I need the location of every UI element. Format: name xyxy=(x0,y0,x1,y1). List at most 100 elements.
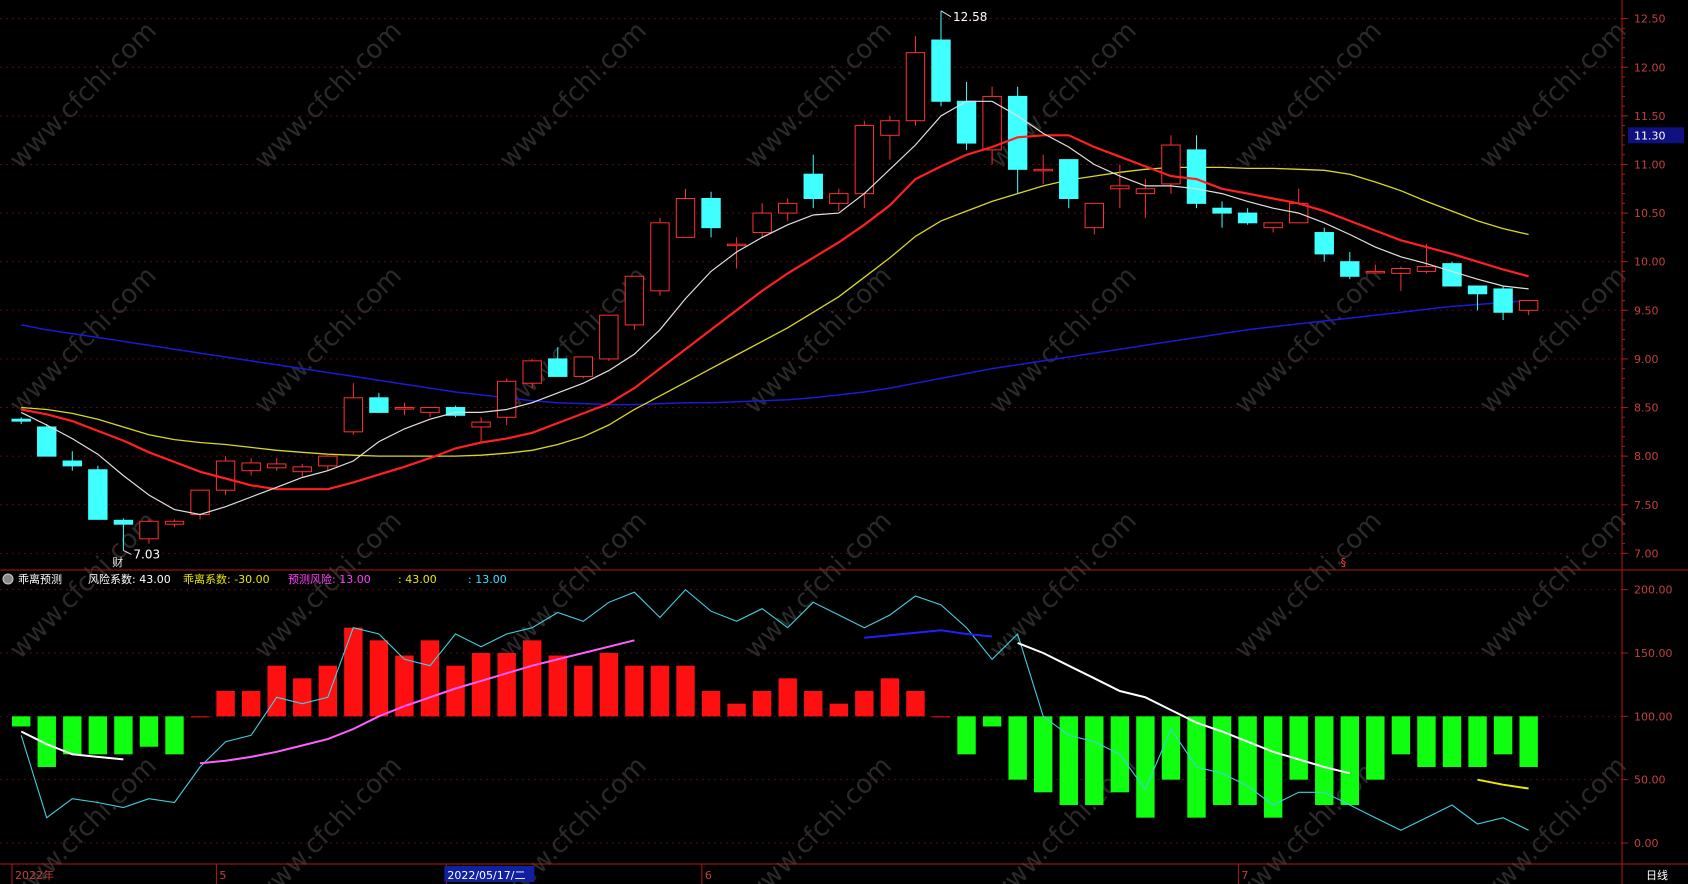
price-panel[interactable]: 12.58 7.03 财 § xyxy=(11,10,1539,569)
indicator-bar-positive[interactable] xyxy=(395,655,414,717)
candle[interactable] xyxy=(778,198,798,221)
candle[interactable] xyxy=(62,451,82,471)
candle[interactable] xyxy=(701,191,721,238)
indicator-bar-negative[interactable] xyxy=(982,716,1002,727)
candle[interactable] xyxy=(624,275,645,330)
indicator-bar-positive[interactable] xyxy=(471,653,491,717)
indicator-bar-positive[interactable] xyxy=(420,640,440,717)
indicator-bar-positive[interactable] xyxy=(625,665,644,717)
indicator-bar-positive[interactable] xyxy=(293,678,312,717)
candle[interactable] xyxy=(573,356,593,379)
indicator-bar-negative[interactable] xyxy=(1442,716,1462,767)
period-label[interactable]: 日线 xyxy=(1646,868,1668,882)
candle[interactable] xyxy=(1212,201,1232,228)
indicator-bar-positive[interactable] xyxy=(829,703,848,717)
indicator-bar-positive[interactable] xyxy=(880,678,900,717)
event-marker[interactable]: § xyxy=(1341,556,1347,569)
indicator-bar-negative[interactable] xyxy=(12,716,31,727)
indicator-bar-negative[interactable] xyxy=(957,716,976,755)
candle[interactable] xyxy=(394,402,415,416)
candle[interactable] xyxy=(113,518,134,551)
candle[interactable] xyxy=(1135,179,1156,218)
candle[interactable] xyxy=(1518,300,1539,316)
candle[interactable] xyxy=(1314,227,1334,262)
indicator-bar-positive[interactable] xyxy=(701,691,721,717)
indicator-bar-negative[interactable] xyxy=(37,716,56,767)
indicator-panel[interactable] xyxy=(12,588,1538,831)
indicator-bar-positive[interactable] xyxy=(804,691,823,717)
candle[interactable] xyxy=(292,463,312,477)
indicator-bar-negative[interactable] xyxy=(1238,716,1257,805)
indicator-bar-negative[interactable] xyxy=(139,716,159,747)
candle[interactable] xyxy=(369,392,389,413)
indicator-bar-positive[interactable] xyxy=(216,691,235,717)
candle[interactable] xyxy=(420,407,440,418)
indicator-bar-negative[interactable] xyxy=(1289,716,1308,780)
candle[interactable] xyxy=(1493,286,1513,321)
indicator-bar-positive[interactable] xyxy=(497,653,516,717)
candle[interactable] xyxy=(471,417,491,442)
indicator-bar-positive[interactable] xyxy=(318,665,337,717)
candle[interactable] xyxy=(318,454,338,471)
indicator-bar-negative[interactable] xyxy=(1008,716,1027,780)
candle[interactable] xyxy=(1391,266,1411,291)
candle[interactable] xyxy=(829,188,849,212)
indicator-bar-negative[interactable] xyxy=(1366,716,1385,780)
candle[interactable] xyxy=(1263,222,1283,233)
candle[interactable] xyxy=(267,458,287,471)
candle[interactable] xyxy=(1059,159,1079,209)
candle[interactable] xyxy=(599,314,619,361)
indicator-bar-negative[interactable] xyxy=(1136,716,1155,818)
candle[interactable] xyxy=(931,10,951,107)
collapse-icon[interactable] xyxy=(2,573,14,585)
candle[interactable] xyxy=(522,358,542,389)
indicator-bar-negative[interactable] xyxy=(1161,716,1181,780)
indicator-bar-positive[interactable] xyxy=(931,716,951,718)
candle[interactable] xyxy=(1033,154,1053,184)
indicator-bar-negative[interactable] xyxy=(1493,716,1513,755)
indicator-bar-positive[interactable] xyxy=(446,665,465,717)
candle[interactable] xyxy=(88,465,108,520)
candle[interactable] xyxy=(215,456,236,496)
candle[interactable] xyxy=(241,458,261,476)
indicator-bar-positive[interactable] xyxy=(727,703,746,717)
indicator-bar-negative[interactable] xyxy=(114,716,133,755)
candle[interactable] xyxy=(650,217,670,296)
indicator-bar-positive[interactable] xyxy=(778,678,797,717)
indicator-bar-positive[interactable] xyxy=(752,691,772,717)
indicator-bar-negative[interactable] xyxy=(1468,716,1487,767)
indicator-bar-negative[interactable] xyxy=(1519,716,1538,767)
indicator-bar-negative[interactable] xyxy=(1263,716,1283,818)
indicator-bar-positive[interactable] xyxy=(241,691,261,717)
indicator-bar-positive[interactable] xyxy=(855,691,874,717)
candle[interactable] xyxy=(752,203,772,238)
candle[interactable] xyxy=(1237,208,1258,225)
candle[interactable] xyxy=(37,424,57,457)
indicator-bar-positive[interactable] xyxy=(344,627,363,717)
candle[interactable] xyxy=(11,417,31,425)
candle[interactable] xyxy=(675,188,696,238)
indicator-bar-negative[interactable] xyxy=(165,716,184,755)
indicator-bar-positive[interactable] xyxy=(548,655,567,717)
indicator-bar-negative[interactable] xyxy=(1417,716,1436,767)
indicator-bar-negative[interactable] xyxy=(1391,716,1411,755)
candle[interactable] xyxy=(1467,285,1488,311)
indicator-bar-positive[interactable] xyxy=(599,653,619,717)
candle[interactable] xyxy=(726,237,747,269)
candle[interactable] xyxy=(982,86,1002,165)
candle[interactable] xyxy=(803,154,823,209)
finance-event-marker[interactable]: 财 xyxy=(112,555,123,569)
indicator-bar-positive[interactable] xyxy=(574,665,593,717)
candle[interactable] xyxy=(880,115,900,160)
indicator-bar-positive[interactable] xyxy=(267,665,286,717)
indicator-bar-negative[interactable] xyxy=(1034,716,1053,793)
indicator-bar-negative[interactable] xyxy=(63,716,82,755)
indicator-bar-negative[interactable] xyxy=(1315,716,1334,805)
candle[interactable] xyxy=(1084,202,1104,235)
candle[interactable] xyxy=(445,405,466,418)
indicator-bar-negative[interactable] xyxy=(1212,716,1232,805)
indicator-bar-positive[interactable] xyxy=(676,665,695,717)
indicator-bar-positive[interactable] xyxy=(523,640,542,717)
candle[interactable] xyxy=(1365,264,1386,274)
